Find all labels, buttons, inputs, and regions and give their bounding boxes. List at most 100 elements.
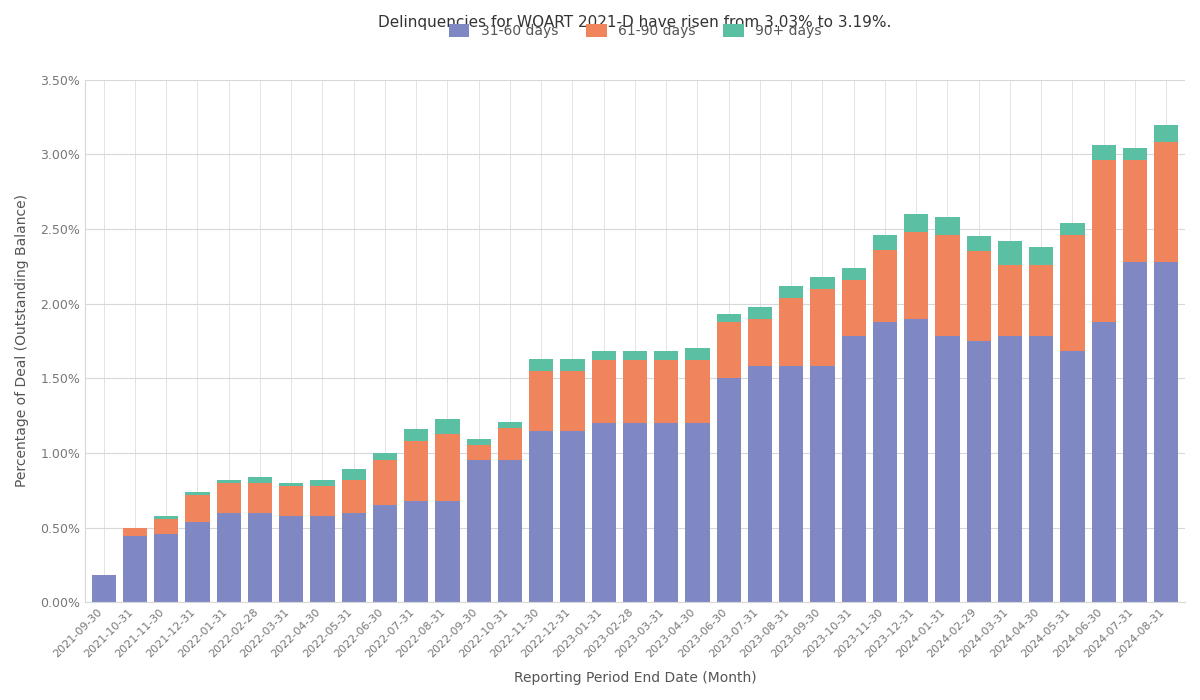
Bar <box>998 265 1022 337</box>
Bar <box>247 477 272 483</box>
Bar <box>247 512 272 602</box>
Bar <box>779 366 804 602</box>
Bar <box>623 423 647 602</box>
Bar <box>904 318 929 602</box>
Bar <box>592 351 616 360</box>
Bar <box>342 480 366 512</box>
Bar <box>216 512 241 602</box>
Bar <box>311 480 335 486</box>
Bar <box>841 268 866 280</box>
Bar <box>436 500 460 602</box>
Bar <box>716 378 740 602</box>
Bar <box>716 314 740 321</box>
Bar <box>592 360 616 423</box>
Bar <box>1092 321 1116 602</box>
Bar <box>216 480 241 483</box>
Bar <box>1123 262 1147 602</box>
Bar <box>654 423 678 602</box>
Bar <box>779 286 804 298</box>
Bar <box>1061 223 1085 235</box>
Bar <box>1030 247 1054 265</box>
Bar <box>529 371 553 430</box>
X-axis label: Reporting Period End Date (Month): Reporting Period End Date (Month) <box>514 671 756 685</box>
Bar <box>654 360 678 423</box>
Bar <box>154 516 179 519</box>
Bar <box>280 486 304 516</box>
Bar <box>216 483 241 512</box>
Bar <box>966 237 991 251</box>
Bar <box>467 445 491 461</box>
Bar <box>185 495 210 522</box>
Bar <box>810 288 835 366</box>
Y-axis label: Percentage of Deal (Outstanding Balance): Percentage of Deal (Outstanding Balance) <box>16 195 29 487</box>
Bar <box>1123 160 1147 262</box>
Bar <box>872 235 898 250</box>
Bar <box>280 516 304 602</box>
Bar <box>560 430 584 602</box>
Bar <box>560 359 584 371</box>
Bar <box>654 351 678 360</box>
Title: Delinquencies for WOART 2021-D have risen from 3.03% to 3.19%.: Delinquencies for WOART 2021-D have rise… <box>378 15 892 30</box>
Bar <box>904 232 929 318</box>
Bar <box>154 533 179 602</box>
Bar <box>1154 143 1178 262</box>
Bar <box>498 461 522 602</box>
Bar <box>1154 262 1178 602</box>
Bar <box>1092 160 1116 321</box>
Bar <box>342 512 366 602</box>
Bar <box>311 516 335 602</box>
Bar <box>935 235 960 337</box>
Bar <box>404 500 428 602</box>
Bar <box>685 423 709 602</box>
Bar <box>748 307 772 319</box>
Bar <box>904 214 929 232</box>
Bar <box>1030 337 1054 602</box>
Bar <box>935 217 960 235</box>
Bar <box>810 366 835 602</box>
Bar <box>1092 146 1116 160</box>
Bar <box>342 469 366 480</box>
Bar <box>623 351 647 360</box>
Bar <box>154 519 179 533</box>
Bar <box>966 251 991 341</box>
Bar <box>91 575 116 602</box>
Bar <box>1030 265 1054 337</box>
Bar <box>1061 235 1085 351</box>
Bar <box>1061 351 1085 602</box>
Bar <box>467 461 491 602</box>
Bar <box>122 528 148 536</box>
Bar <box>935 337 960 602</box>
Bar <box>247 483 272 512</box>
Bar <box>436 419 460 433</box>
Bar <box>998 337 1022 602</box>
Legend: 31-60 days, 61-90 days, 90+ days: 31-60 days, 61-90 days, 90+ days <box>443 19 827 44</box>
Bar <box>685 349 709 361</box>
Bar <box>779 298 804 366</box>
Bar <box>872 250 898 321</box>
Bar <box>404 429 428 441</box>
Bar <box>623 360 647 423</box>
Bar <box>748 318 772 366</box>
Bar <box>716 321 740 378</box>
Bar <box>529 359 553 371</box>
Bar <box>404 441 428 500</box>
Bar <box>311 486 335 516</box>
Bar <box>1154 125 1178 143</box>
Bar <box>436 433 460 500</box>
Bar <box>498 428 522 461</box>
Bar <box>529 430 553 602</box>
Bar <box>280 483 304 486</box>
Bar <box>185 491 210 495</box>
Bar <box>685 360 709 423</box>
Bar <box>122 536 148 602</box>
Bar <box>1123 148 1147 160</box>
Bar <box>998 241 1022 265</box>
Bar <box>373 505 397 602</box>
Bar <box>498 421 522 428</box>
Bar <box>185 522 210 602</box>
Bar <box>373 453 397 461</box>
Bar <box>748 366 772 602</box>
Bar <box>872 321 898 602</box>
Bar <box>841 280 866 337</box>
Bar <box>810 276 835 288</box>
